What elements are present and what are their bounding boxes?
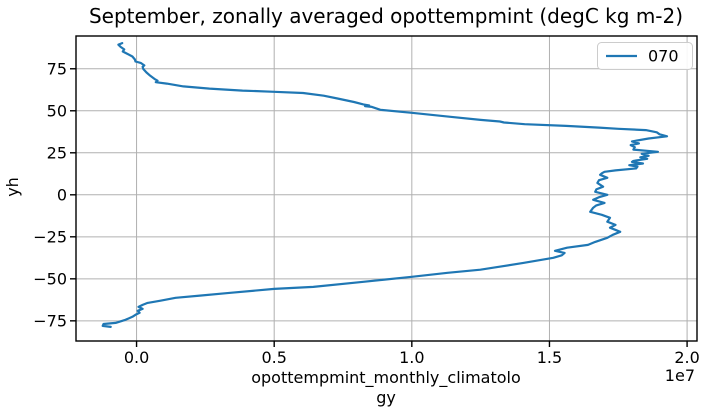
y-tick-label: 50 <box>47 101 67 120</box>
y-tick-label: −50 <box>33 269 67 288</box>
chart-title: September, zonally averaged opottempmint… <box>89 4 683 28</box>
x-axis-label-line2: gy <box>376 388 396 407</box>
gridlines <box>76 36 697 341</box>
y-tick-label: −25 <box>33 227 67 246</box>
y-tick-label: −75 <box>33 311 67 330</box>
x-tick-label: 0.0 <box>124 348 149 367</box>
legend-box <box>597 42 693 70</box>
x-tick-labels: 0.0 0.5 1.0 1.5 2.0 <box>124 348 700 367</box>
y-axis-label: yh <box>3 177 22 197</box>
y-tick-label: 25 <box>47 143 67 162</box>
y-tick-label: 0 <box>57 185 67 204</box>
x-tick-label: 2.0 <box>674 348 699 367</box>
x-tick-label: 0.5 <box>261 348 286 367</box>
x-axis-label-line1: opottempmint_monthly_climatolo <box>251 368 521 388</box>
data-line-070 <box>101 41 669 328</box>
legend: 070 <box>597 42 693 70</box>
legend-label: 070 <box>648 47 679 66</box>
plot-border <box>75 35 698 342</box>
y-tick-labels: 75 50 25 0 −25 −50 −75 <box>33 59 67 330</box>
x-tick-label: 1.5 <box>537 348 562 367</box>
y-tick-label: 75 <box>47 59 67 78</box>
x-tick-label: 1.0 <box>399 348 424 367</box>
plot-background <box>76 36 697 341</box>
tick-marks <box>70 68 688 347</box>
x-axis-offset-text: 1e7 <box>665 366 695 385</box>
